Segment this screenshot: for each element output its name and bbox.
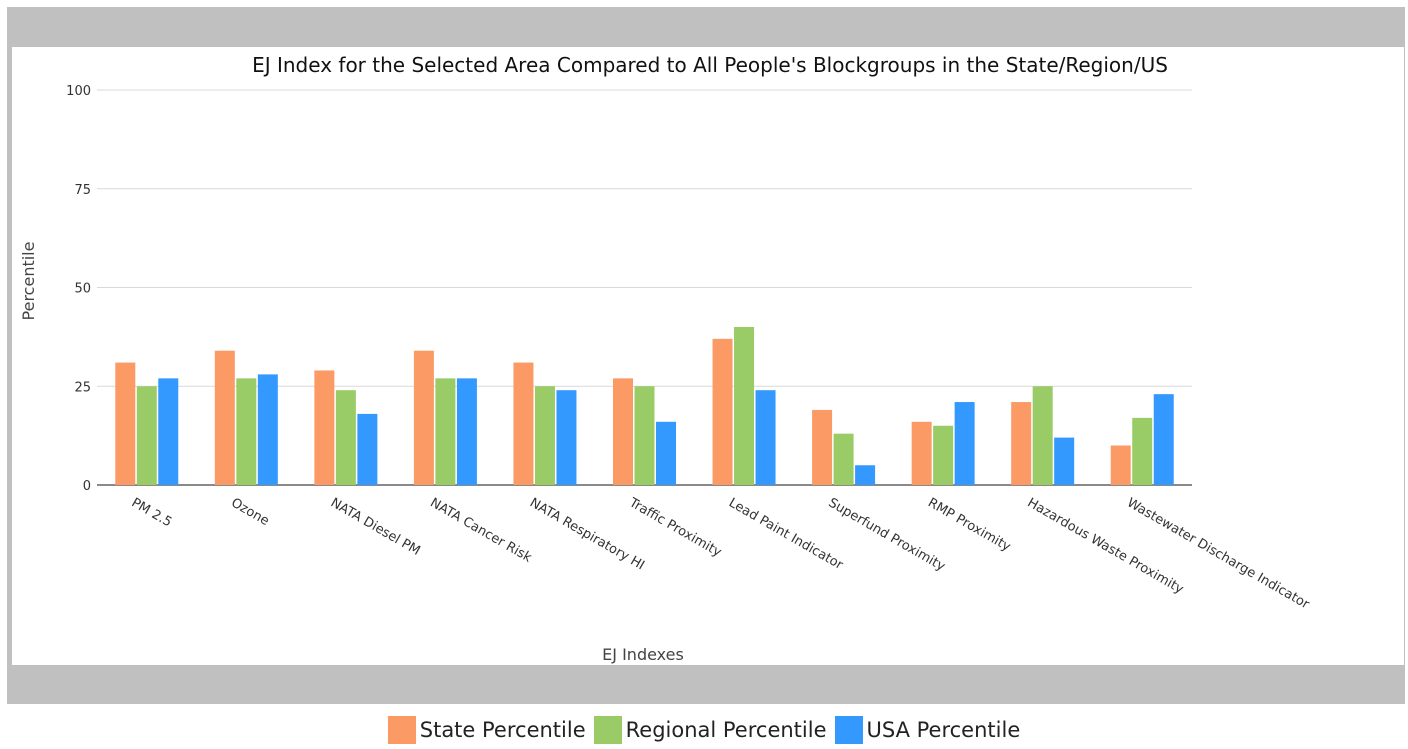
legend-label: State Percentile: [419, 718, 586, 742]
bar: [214, 350, 235, 485]
bar: [1132, 417, 1153, 485]
bar: [1011, 402, 1032, 485]
bar: [314, 370, 335, 485]
bar: [357, 413, 378, 485]
x-tick-labels: PM 2.5 Ozone NATA Diesel PM NATA Cancer Ris…: [129, 495, 1312, 613]
y-tick-label: 75: [74, 183, 91, 198]
bar: [1110, 445, 1131, 485]
bar: [413, 350, 434, 485]
bar: [257, 374, 278, 485]
y-tick-label: 25: [74, 380, 91, 395]
bar: [712, 338, 733, 485]
bar: [833, 433, 854, 485]
x-tick-label: NATA Cancer Risk: [427, 495, 534, 565]
bar: [1032, 386, 1053, 485]
bar: [513, 362, 534, 485]
x-tick-label: PM 2.5: [129, 495, 174, 530]
legend-swatch: [593, 716, 622, 744]
legend-label: USA Percentile: [866, 718, 1021, 742]
legend-item: State Percentile: [387, 716, 586, 744]
chart-title: EJ Index for the Selected Area Compared …: [252, 53, 1168, 77]
bar: [634, 386, 655, 485]
y-tick-label: 50: [74, 282, 91, 297]
legend-swatch: [387, 716, 416, 744]
legend-label: Regional Percentile: [625, 718, 827, 742]
legend: State Percentile Regional Percentile USA P…: [0, 712, 1408, 748]
bar: [734, 327, 755, 485]
bar: [855, 465, 876, 485]
bar-layer: [115, 327, 1174, 485]
bar: [812, 409, 833, 485]
bar: [335, 390, 356, 485]
bar: [1054, 437, 1075, 485]
bar: [556, 390, 577, 485]
y-tick-label: 100: [66, 84, 91, 99]
bar: [954, 402, 975, 485]
x-tick-label: Wastewater Discharge Indicator: [1124, 495, 1312, 612]
bar: [456, 378, 477, 485]
x-tick-label: Traffic Proximity: [626, 495, 725, 561]
legend-item: Regional Percentile: [593, 716, 827, 744]
bar: [435, 378, 456, 485]
bar: [158, 378, 179, 485]
x-axis-label: EJ Indexes: [602, 645, 684, 664]
bar: [911, 421, 932, 485]
bar: [933, 425, 954, 485]
bar: [115, 362, 136, 485]
bar: [534, 386, 555, 485]
plot-panel: [12, 47, 1404, 665]
x-tick-label: NATA Diesel PM: [328, 495, 423, 558]
x-tick-label: RMP Proximity: [925, 495, 1013, 555]
x-tick-label: Hazardous Waste Proximity: [1025, 495, 1187, 597]
chart-svg: EJ Index for the Selected Area Compared …: [19, 53, 1312, 664]
bar: [236, 378, 257, 485]
legend-swatch: [834, 716, 863, 744]
bar: [1153, 394, 1174, 485]
bar: [755, 390, 776, 485]
legend-item: USA Percentile: [834, 716, 1021, 744]
y-axis-label: Percentile: [19, 242, 38, 321]
x-tick-label: Ozone: [228, 495, 271, 529]
bar: [656, 421, 676, 485]
bar: [613, 378, 633, 485]
bar: [136, 386, 157, 485]
y-tick-label: 0: [83, 479, 91, 494]
